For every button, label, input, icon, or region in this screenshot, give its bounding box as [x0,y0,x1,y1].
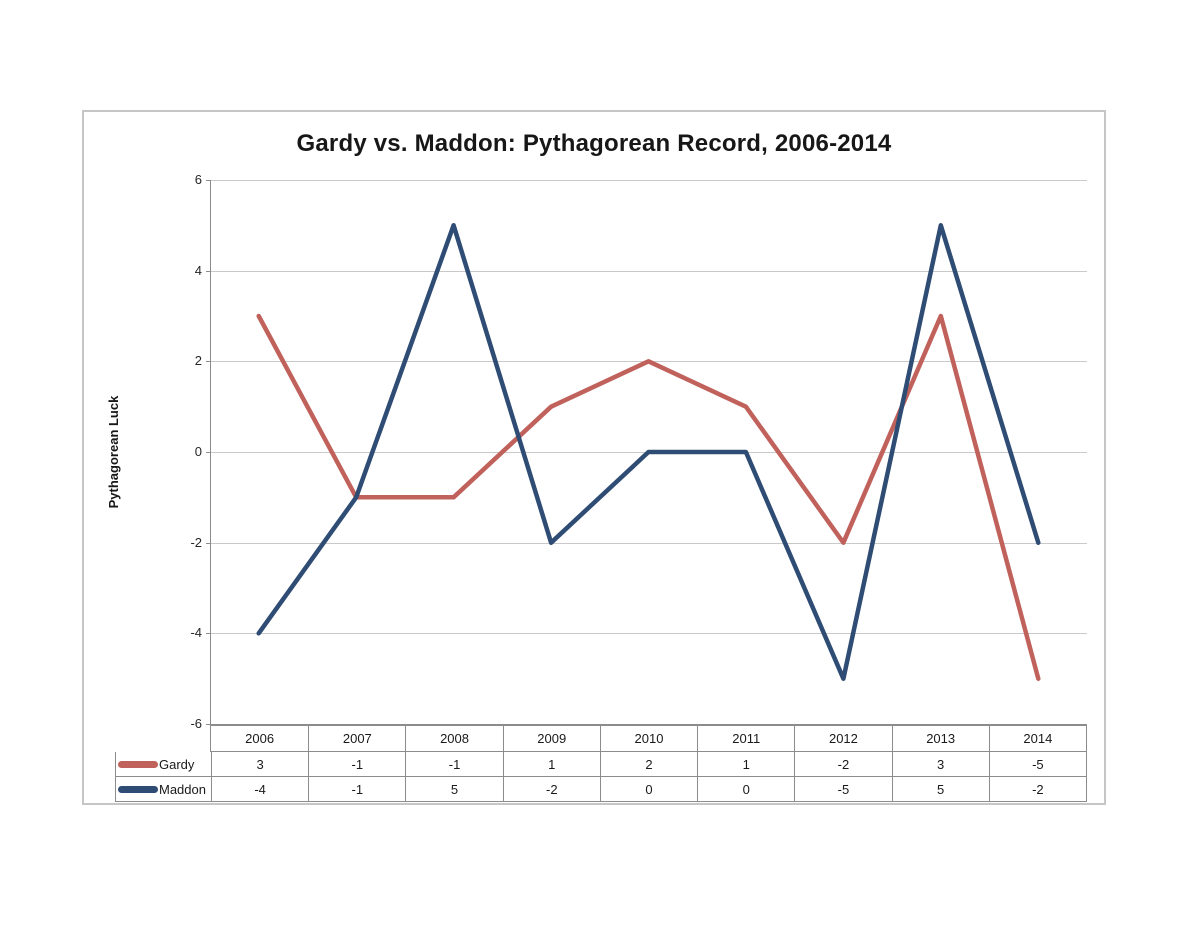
maddon-value: 0 [599,777,697,801]
maddon-value: 5 [891,777,989,801]
gardy-line-swatch [118,760,158,768]
y-tick-label: 2 [194,353,202,368]
maddon-value: -2 [502,777,600,801]
y-tick-label: 4 [194,263,202,278]
table-row-gardy: Gardy 3 -1 -1 1 2 1 -2 3 -5 [115,752,1087,777]
data-table: 2006 2007 2008 2009 2010 2011 2012 2013 … [115,725,1087,802]
maddon-value: -5 [794,777,891,801]
line-chart-svg [206,180,1087,725]
year-header: 2007 [308,726,405,751]
legend-label: Maddon [159,781,206,797]
year-header: 2013 [891,726,989,751]
legend-label: Gardy [159,756,195,772]
gardy-value: -2 [794,752,891,776]
legend-item-gardy: Gardy [116,752,211,776]
y-tick-label: -4 [190,625,202,640]
y-axis-title: Pythagorean Luck [106,395,121,509]
plot-area [206,180,1087,725]
gardy-value: -1 [405,752,502,776]
year-header: 2008 [405,726,502,751]
maddon-value: 0 [697,777,794,801]
year-header: 2014 [988,726,1086,751]
y-tick-label: -2 [190,535,202,550]
chart-container: Gardy vs. Maddon: Pythagorean Record, 20… [82,110,1106,805]
y-tick-label: -6 [190,716,202,731]
year-header: 2012 [794,726,891,751]
year-header: 2011 [697,726,794,751]
table-row-maddon: Maddon -4 -1 5 -2 0 0 -5 5 -2 [115,777,1087,802]
gardy-value: -1 [308,752,405,776]
maddon-value: -2 [988,777,1086,801]
gardy-value: 2 [599,752,697,776]
maddon-line-swatch [118,785,158,793]
gardy-value: 1 [502,752,600,776]
gardy-value: 3 [211,752,308,776]
legend-item-maddon: Maddon [116,777,211,801]
maddon-value: -4 [211,777,308,801]
gardy-value: 1 [697,752,794,776]
chart-title: Gardy vs. Maddon: Pythagorean Record, 20… [296,130,892,157]
maddon-value: -1 [308,777,405,801]
y-tick-label: 6 [194,172,202,187]
year-header: 2010 [599,726,697,751]
gardy-value: 3 [891,752,989,776]
table-header-row: 2006 2007 2008 2009 2010 2011 2012 2013 … [210,725,1087,752]
y-tick-label: 0 [194,444,202,459]
gardy-value: -5 [988,752,1086,776]
maddon-value: 5 [405,777,502,801]
year-header: 2009 [502,726,600,751]
year-header: 2006 [245,731,275,746]
